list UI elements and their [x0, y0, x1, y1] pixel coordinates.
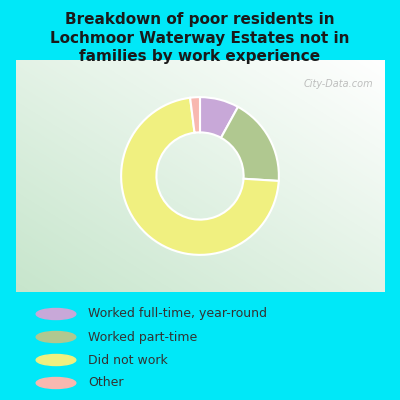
- Text: City-Data.com: City-Data.com: [303, 78, 373, 88]
- Text: Worked part-time: Worked part-time: [88, 330, 198, 344]
- Text: Worked full-time, year-round: Worked full-time, year-round: [88, 308, 267, 320]
- Wedge shape: [190, 97, 200, 133]
- Wedge shape: [221, 107, 279, 181]
- Text: Breakdown of poor residents in
Lochmoor Waterway Estates not in
families by work: Breakdown of poor residents in Lochmoor …: [50, 12, 350, 64]
- Text: Other: Other: [88, 376, 124, 390]
- Circle shape: [36, 332, 76, 342]
- Circle shape: [36, 354, 76, 366]
- Circle shape: [36, 378, 76, 388]
- Wedge shape: [200, 97, 238, 138]
- Text: Did not work: Did not work: [88, 354, 168, 366]
- Wedge shape: [121, 98, 279, 255]
- Circle shape: [36, 308, 76, 320]
